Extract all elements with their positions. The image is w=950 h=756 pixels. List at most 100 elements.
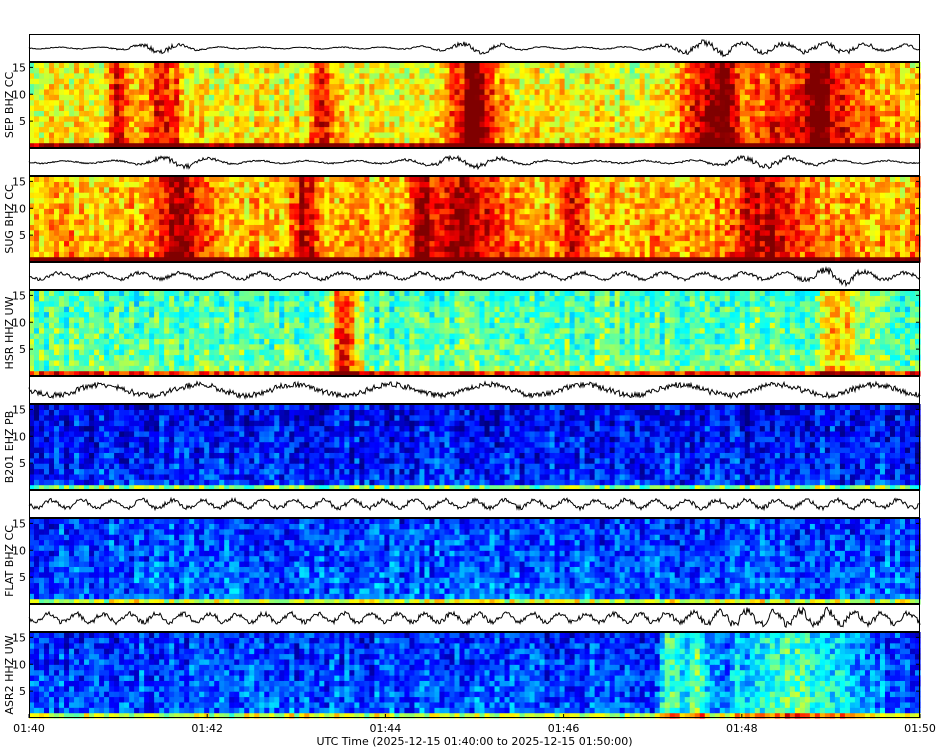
spectrogram-cell: [484, 72, 491, 79]
spectrogram-cell: [799, 131, 806, 138]
spectrogram-cell: [424, 176, 431, 182]
spectrogram-cell: [64, 67, 70, 74]
spectrogram-cell: [434, 83, 441, 90]
spectrogram-cell: [284, 137, 290, 144]
spectrogram-cell: [569, 245, 576, 252]
spectrogram-cell: [544, 142, 551, 149]
spectrogram-cell: [339, 197, 345, 204]
spectrogram-cell: [209, 121, 215, 128]
spectrogram-cell: [309, 121, 315, 128]
spectrogram-cell: [104, 62, 110, 68]
spectrogram-cell: [629, 186, 636, 193]
spectrogram-cell: [234, 137, 240, 144]
spectrogram-cell: [354, 224, 360, 231]
spectrogram-cell: [649, 115, 656, 122]
spectrogram-cell: [739, 72, 746, 79]
spectrogram-cell: [244, 115, 250, 122]
spectrogram-cell: [614, 88, 621, 95]
spectrogram-cell: [309, 229, 315, 236]
spectrogram-cell: [109, 88, 115, 95]
spectrogram-cell: [604, 219, 611, 225]
spectrogram-cell: [524, 83, 531, 90]
spectrogram-cell: [549, 142, 556, 149]
spectrogram-cell: [454, 94, 461, 101]
spectrogram-cell: [664, 219, 671, 225]
spectrogram-cell: [189, 72, 195, 79]
spectrogram-cell: [279, 202, 285, 209]
spectrogram-cell: [569, 72, 576, 79]
spectrogram-cell: [314, 186, 320, 193]
spectrogram-cell: [724, 105, 731, 111]
spectrogram-cell: [244, 245, 250, 252]
spectrogram-cell: [784, 94, 791, 101]
spectrogram-cell: [259, 213, 265, 220]
spectrogram-cell: [624, 176, 631, 182]
spectrogram-cell: [174, 245, 180, 252]
spectrogram-cell: [894, 110, 901, 117]
spectrogram-cell: [339, 83, 345, 90]
spectrogram-cell: [99, 62, 105, 68]
spectrogram-cell: [914, 88, 921, 95]
spectrogram-cell: [269, 186, 275, 193]
spectrogram-cell: [434, 115, 441, 122]
spectrogram-cell: [689, 72, 696, 79]
spectrogram-cell: [559, 67, 566, 74]
spectrogram-cell: [384, 256, 391, 263]
spectrogram-cell: [839, 72, 846, 79]
spectrogram-cell: [419, 78, 426, 85]
spectrogram-cell: [254, 256, 260, 263]
spectrogram-cell: [859, 62, 866, 68]
spectrogram-cell: [599, 181, 606, 188]
spectrogram-cell: [59, 110, 65, 117]
spectrogram-cell: [624, 99, 631, 106]
spectrogram-cell: [419, 83, 426, 90]
spectrogram-cell: [679, 224, 686, 231]
spectrogram-cell: [534, 121, 541, 128]
spectrogram-cell: [504, 131, 511, 138]
spectrogram-cell: [44, 62, 50, 68]
spectrogram-cell: [614, 181, 621, 188]
spectrogram-cell: [174, 88, 180, 95]
spectrogram-cell: [804, 99, 811, 106]
spectrogram-cell: [569, 62, 576, 68]
spectrogram-cell: [484, 181, 491, 188]
spectrogram-cell: [669, 208, 676, 215]
spectrogram-cell: [709, 72, 716, 79]
spectrogram-cell: [349, 245, 355, 252]
spectrogram-cell: [709, 88, 716, 95]
spectrogram-cell: [69, 192, 75, 199]
spectrogram-cell: [134, 126, 140, 133]
spectrogram-cell: [774, 67, 781, 74]
spectrogram-cell: [664, 186, 671, 193]
spectrogram-cell: [284, 213, 290, 220]
spectrogram-cell: [494, 67, 501, 74]
spectrogram-cell: [279, 213, 285, 220]
spectrogram-cell: [99, 219, 105, 225]
spectrogram-cell: [894, 62, 901, 68]
spectrogram-cell: [204, 88, 210, 95]
spectrogram-cell: [189, 202, 195, 209]
spectrogram-cell: [609, 88, 616, 95]
spectrogram-cell: [464, 78, 471, 85]
spectrogram-cell: [449, 62, 456, 68]
spectrogram-cell: [364, 78, 370, 85]
spectrogram-cell: [479, 208, 486, 215]
spectrogram-cell: [414, 181, 421, 188]
spectrogram-cell: [569, 213, 576, 220]
spectrogram-cell: [269, 176, 275, 182]
spectrogram-cell: [119, 94, 125, 101]
spectrogram-cell: [844, 99, 851, 106]
spectrogram-cell: [484, 229, 491, 236]
spectrogram-cell: [589, 67, 596, 74]
spectrogram-cell: [474, 115, 481, 122]
spectrogram-cell: [509, 78, 516, 85]
spectrogram-cell: [669, 126, 676, 133]
spectrogram-cell: [209, 137, 215, 144]
spectrogram-cell: [724, 115, 731, 122]
spectrogram-cell: [279, 240, 285, 247]
spectrogram-cell: [74, 229, 80, 236]
spectrogram-cell: [534, 192, 541, 199]
spectrogram-cell: [859, 115, 866, 122]
spectrogram-cell: [424, 219, 431, 225]
spectrogram-cell: [464, 105, 471, 111]
